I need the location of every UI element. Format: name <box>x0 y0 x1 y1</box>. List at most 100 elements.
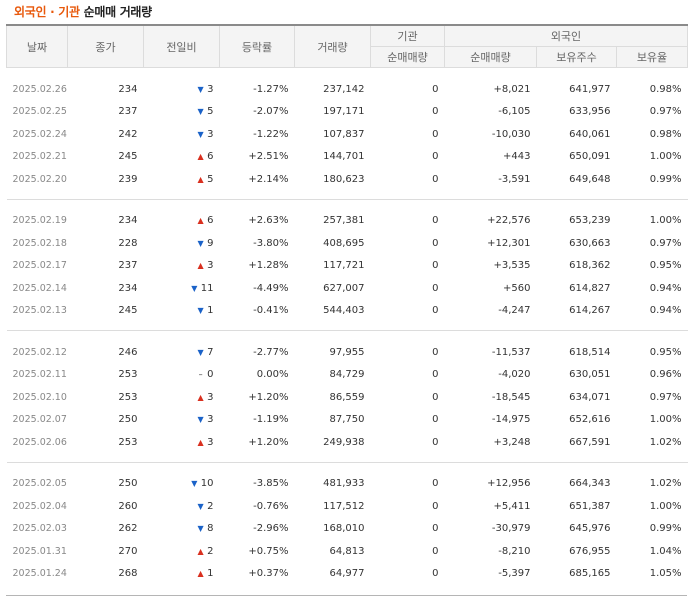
cell-foreign-hold: 676,955 <box>569 545 611 557</box>
cell-foreign-net: +3,248 <box>493 436 531 448</box>
cell-foreign-ratio: 0.94% <box>649 282 682 294</box>
cell-foreign-hold: 618,514 <box>569 346 611 358</box>
cell-foreign-ratio: 1.00% <box>649 151 682 163</box>
col-header-close: 종가 <box>67 24 144 68</box>
cell-rate: +1.20% <box>248 436 289 448</box>
cell-change: ▼ 7 <box>144 341 220 364</box>
cell-foreign-net: +8,021 <box>493 83 531 95</box>
cell-foreign-hold: 634,071 <box>569 391 611 403</box>
cell-change-value: 3 <box>207 83 214 95</box>
cell-foreign-ratio: 1.04% <box>649 545 682 557</box>
cell-close: 239 <box>118 173 138 185</box>
arrow-up-icon: ▲ <box>197 546 204 556</box>
col-header-volume: 거래량 <box>294 24 371 68</box>
cell-change: ▲ 3 <box>144 431 220 454</box>
cell-inst-net: 0 <box>432 369 439 381</box>
cell-foreign-ratio: 1.02% <box>649 436 682 448</box>
cell-close: 237 <box>118 260 138 272</box>
cell-foreign-hold: 667,591 <box>569 436 611 448</box>
cell-close: 268 <box>118 568 138 580</box>
cell-inst-net: 0 <box>432 282 439 294</box>
cell-foreign-net: -5,397 <box>498 568 531 580</box>
cell-inst-net: 0 <box>432 260 439 272</box>
cell-foreign-net: -4,020 <box>498 369 531 381</box>
arrow-up-icon: ▲ <box>197 216 204 226</box>
cell-change: ▼ 2 <box>144 495 220 518</box>
group-spacer <box>7 68 688 79</box>
cell-foreign-net: -4,247 <box>498 305 531 317</box>
cell-foreign-ratio: 0.94% <box>649 305 682 317</box>
cell-foreign-net: +5,411 <box>493 500 531 512</box>
cell-change-value: 5 <box>207 106 214 118</box>
cell-date: 2025.02.05 <box>12 478 67 490</box>
cell-foreign-ratio: 0.97% <box>649 106 682 118</box>
cell-rate: -1.27% <box>253 83 289 95</box>
table-row: 2025.02.05 250 ▼ 10 -3.85% 481,933 0 +12,956 664… <box>7 473 688 496</box>
cell-rate: -1.19% <box>253 414 289 426</box>
table-row: 2025.02.25 237 ▼ 5 -2.07% 197,171 0 -6,105 633,9… <box>7 101 688 124</box>
cell-volume: 117,512 <box>323 500 365 512</box>
cell-rate: -1.22% <box>253 128 289 140</box>
group-divider <box>6 190 688 200</box>
cell-foreign-ratio: 1.00% <box>649 215 682 227</box>
cell-foreign-hold: 630,051 <box>569 369 611 381</box>
cell-date: 2025.02.11 <box>12 369 67 381</box>
cell-volume: 481,933 <box>323 478 365 490</box>
cell-change: ▲ 1 <box>144 563 220 586</box>
cell-inst-net: 0 <box>432 523 439 535</box>
col-header-institution: 기관 <box>370 24 445 47</box>
cell-inst-net: 0 <box>432 173 439 185</box>
cell-close: 253 <box>118 436 138 448</box>
cell-foreign-ratio: 0.95% <box>649 260 682 272</box>
cell-close: 245 <box>118 305 138 317</box>
table-row: 2025.02.11 253–0 0.00% 84,729 0 -4,020 630,051… <box>7 364 688 387</box>
cell-close: 270 <box>118 545 138 557</box>
cell-close: 253 <box>118 369 138 381</box>
cell-volume: 237,142 <box>323 83 365 95</box>
cell-change: ▼ 11 <box>144 277 220 300</box>
table-row: 2025.02.19 234 ▲ 6 +2.63% 257,381 0 +22,576 653,… <box>7 210 688 233</box>
cell-change: ▼ 1 <box>144 300 220 323</box>
cell-date: 2025.02.06 <box>12 436 67 448</box>
table-body: 2025.02.26 234 ▼ 3 -1.27% 237,142 0 +8,021 641,9… <box>6 68 688 594</box>
cell-date: 2025.02.14 <box>12 282 67 294</box>
table-header: 날짜 종가 전일비 등락률 거래량 기관 외국인 순매매량 순매매량 보유주수 … <box>6 24 689 68</box>
cell-change: ▼ 9 <box>144 232 220 255</box>
table-row: 2025.02.21 245 ▲ 6 +2.51% 144,701 0 +443 650,091… <box>7 146 688 169</box>
cell-volume: 86,559 <box>329 391 365 403</box>
table-row: 2025.02.04 260 ▼ 2 -0.76% 117,512 0 +5,411 651,3… <box>7 495 688 518</box>
cell-close: 237 <box>118 106 138 118</box>
col-header-foreign-net: 순매매량 <box>444 46 537 68</box>
cell-close: 242 <box>118 128 138 140</box>
cell-close: 250 <box>118 414 138 426</box>
arrow-down-icon: ▼ <box>197 129 204 139</box>
cell-foreign-hold: 614,267 <box>569 305 611 317</box>
cell-foreign-net: +12,301 <box>487 237 531 249</box>
cell-foreign-net: +3,535 <box>493 260 531 272</box>
cell-foreign-ratio: 1.00% <box>649 414 682 426</box>
cell-inst-net: 0 <box>432 151 439 163</box>
group-divider <box>6 453 688 463</box>
cell-change-value: 3 <box>207 391 214 403</box>
cell-change: ▲ 6 <box>144 146 220 169</box>
cell-foreign-ratio: 0.97% <box>649 237 682 249</box>
cell-change-value: 3 <box>207 436 214 448</box>
cell-inst-net: 0 <box>432 346 439 358</box>
cell-date: 2025.02.12 <box>12 346 67 358</box>
cell-foreign-net: +12,956 <box>487 478 531 490</box>
cell-rate: -3.85% <box>253 478 289 490</box>
table-row: 2025.02.18 228 ▼ 9 -3.80% 408,695 0 +12,301 630,… <box>7 232 688 255</box>
cell-foreign-hold: 641,977 <box>569 83 611 95</box>
group-divider <box>6 322 688 331</box>
col-header-foreign-hold: 보유주수 <box>536 46 617 68</box>
cell-foreign-net: -10,030 <box>491 128 531 140</box>
col-header-inst-net: 순매매량 <box>370 46 445 68</box>
cell-volume: 97,955 <box>329 346 365 358</box>
cell-rate: +2.63% <box>248 215 289 227</box>
cell-volume: 84,729 <box>329 369 365 381</box>
cell-change: ▲ 6 <box>144 210 220 233</box>
cell-date: 2025.02.07 <box>12 414 67 426</box>
arrow-down-icon: ▼ <box>197 107 204 117</box>
arrow-down-icon: ▼ <box>197 501 204 511</box>
cell-foreign-ratio: 0.98% <box>649 128 682 140</box>
